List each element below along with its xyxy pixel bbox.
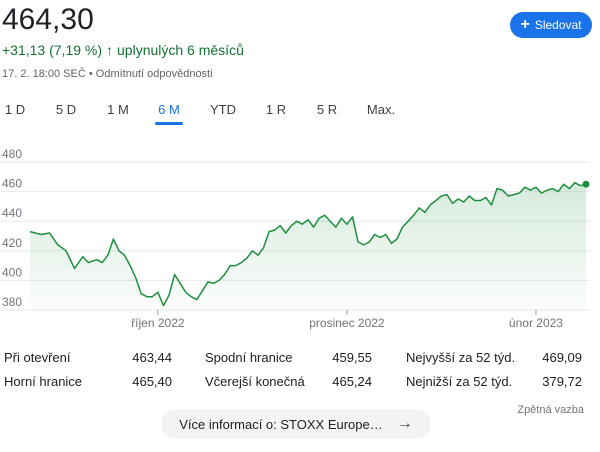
x-tick-label: únor 2023 [509, 316, 563, 330]
tab-max[interactable]: Max. [366, 102, 396, 117]
tab-ytd[interactable]: YTD [210, 102, 236, 117]
stat-value-52w-low: 379,72 [542, 374, 582, 389]
separator: • [88, 68, 93, 80]
follow-button-label: Sledovat [534, 18, 582, 32]
arrow-up-icon: ↑ [106, 42, 114, 58]
tab-5r[interactable]: 5 R [316, 102, 338, 117]
y-tick-label: 460 [2, 177, 22, 191]
x-tick-label: prosinec 2022 [309, 316, 385, 330]
stat-label-prev-close: Včerejší konečná [205, 374, 305, 389]
more-info-label: Více informací o: STOXX Europe… [179, 416, 383, 432]
stat-value-high: 465,40 [132, 374, 172, 389]
price-chart: 480 460 440 420 400 380 říjen 2022 prosinec 20… [0, 147, 590, 330]
y-tick-label: 420 [2, 236, 22, 250]
y-tick-label: 440 [2, 206, 22, 220]
y-tick-label: 380 [2, 295, 22, 309]
stat-value-52w-high: 469,09 [542, 350, 582, 365]
x-tick-label: říjen 2022 [131, 316, 185, 330]
stat-label-52w-low: Nejnižší za 52 týd. [406, 374, 513, 389]
change-value: +31,13 (7,19 %) [2, 42, 103, 58]
tab-1d[interactable]: 1 D [4, 102, 26, 117]
y-tick-label: 400 [2, 265, 22, 279]
price-line [29, 181, 587, 307]
timestamp-line: 17. 2. 18:00 SEČ • Odmítnutí odpovědnost… [2, 68, 213, 80]
stat-label-52w-high: Nejvyšší za 52 týd. [406, 350, 516, 365]
stat-value-low: 459,55 [332, 350, 372, 365]
stat-label-low: Spodní hranice [205, 350, 293, 365]
price-change: +31,13 (7,19 %) ↑ uplynulých 6 měsíců [2, 42, 244, 58]
tab-5d[interactable]: 5 D [55, 102, 77, 117]
feedback-link[interactable]: Zpětná vazba [517, 404, 584, 416]
price-area [30, 182, 586, 310]
last-price-dot [582, 180, 590, 188]
tab-1r[interactable]: 1 R [265, 102, 287, 117]
y-tick-label: 480 [2, 147, 22, 161]
change-period: uplynulých 6 měsíců [117, 42, 244, 58]
current-price: 464,30 [2, 3, 94, 36]
arrow-right-icon: → [396, 415, 413, 432]
stat-label-high: Horní hranice [4, 374, 83, 389]
stat-value-open: 463,44 [132, 350, 172, 365]
stat-label-open: Při otevření [4, 350, 71, 365]
more-info-button[interactable]: Více informací o: STOXX Europe… → [161, 409, 431, 439]
timestamp: 17. 2. 18:00 SEČ [2, 68, 86, 80]
follow-button[interactable]: + Sledovat [510, 12, 592, 38]
plus-icon: + [520, 16, 530, 33]
stat-value-prev-close: 465,24 [332, 374, 372, 389]
disclaimer-link[interactable]: Odmítnutí odpovědnosti [95, 68, 213, 80]
tab-1m[interactable]: 1 M [107, 102, 129, 117]
tab-6m[interactable]: 6 M [155, 98, 183, 125]
